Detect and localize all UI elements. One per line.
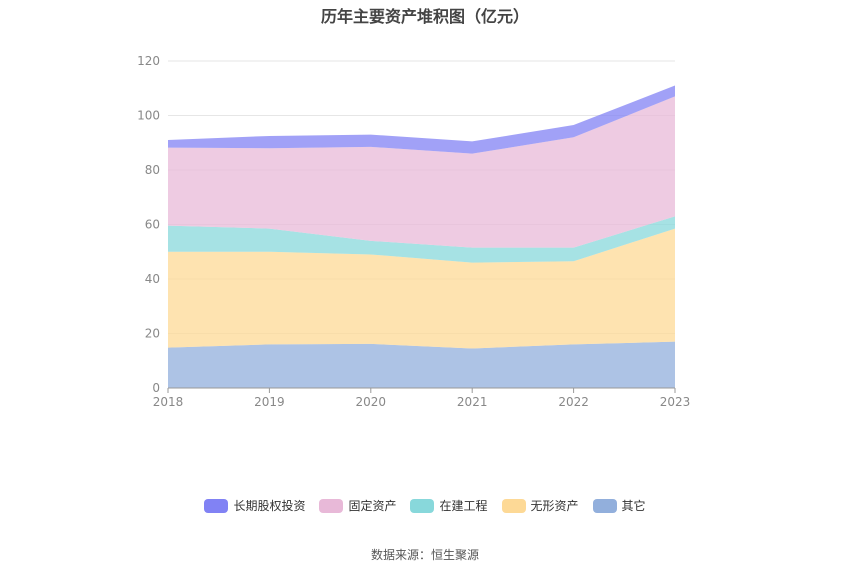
area-series xyxy=(168,216,675,263)
x-tick-label: 2022 xyxy=(558,395,589,409)
area-series xyxy=(168,96,675,248)
y-tick-label: 100 xyxy=(137,109,160,123)
legend-item[interactable]: 长期股权投资 xyxy=(204,497,305,514)
area-series xyxy=(168,85,675,154)
legend-item[interactable]: 在建工程 xyxy=(410,497,488,514)
y-tick-label: 60 xyxy=(145,218,160,232)
legend-item[interactable]: 固定资产 xyxy=(319,497,396,514)
legend-label: 在建工程 xyxy=(439,499,488,513)
legend-swatch xyxy=(319,498,344,513)
legend-label: 无形资产 xyxy=(530,499,579,513)
area-series xyxy=(168,228,675,349)
legend-swatch xyxy=(204,498,229,513)
legend-item[interactable]: 其它 xyxy=(592,497,646,514)
legend-swatch xyxy=(501,498,526,513)
x-tick-label: 2023 xyxy=(660,395,691,409)
legend-swatch xyxy=(410,498,435,513)
chart-legend: 长期股权投资 固定资产 在建工程 无形资产 其它 xyxy=(0,497,850,514)
y-tick-label: 20 xyxy=(145,327,160,341)
legend-item[interactable]: 无形资产 xyxy=(501,497,579,514)
legend-swatch xyxy=(592,498,617,513)
y-tick-label: 120 xyxy=(137,54,160,68)
y-tick-label: 0 xyxy=(152,381,160,395)
y-tick-label: 40 xyxy=(145,272,160,286)
legend-label: 固定资产 xyxy=(348,499,397,513)
data-source: 数据来源：恒生聚源 xyxy=(370,548,479,562)
stacked-area-chart: 0 20 40 60 80 100 120 2018 2019 2020 2021 2022 2023 xyxy=(137,54,691,409)
y-tick-label: 80 xyxy=(145,163,160,177)
x-tick-label: 2020 xyxy=(356,395,387,409)
area-series xyxy=(168,341,675,388)
legend-label: 长期股权投资 xyxy=(233,499,306,513)
chart-title: 历年主要资产堆积图（亿元） xyxy=(320,7,529,26)
x-tick-label: 2019 xyxy=(254,395,285,409)
x-tick-label: 2021 xyxy=(457,395,488,409)
x-tick-label: 2018 xyxy=(153,395,184,409)
legend-label: 其它 xyxy=(621,499,646,513)
